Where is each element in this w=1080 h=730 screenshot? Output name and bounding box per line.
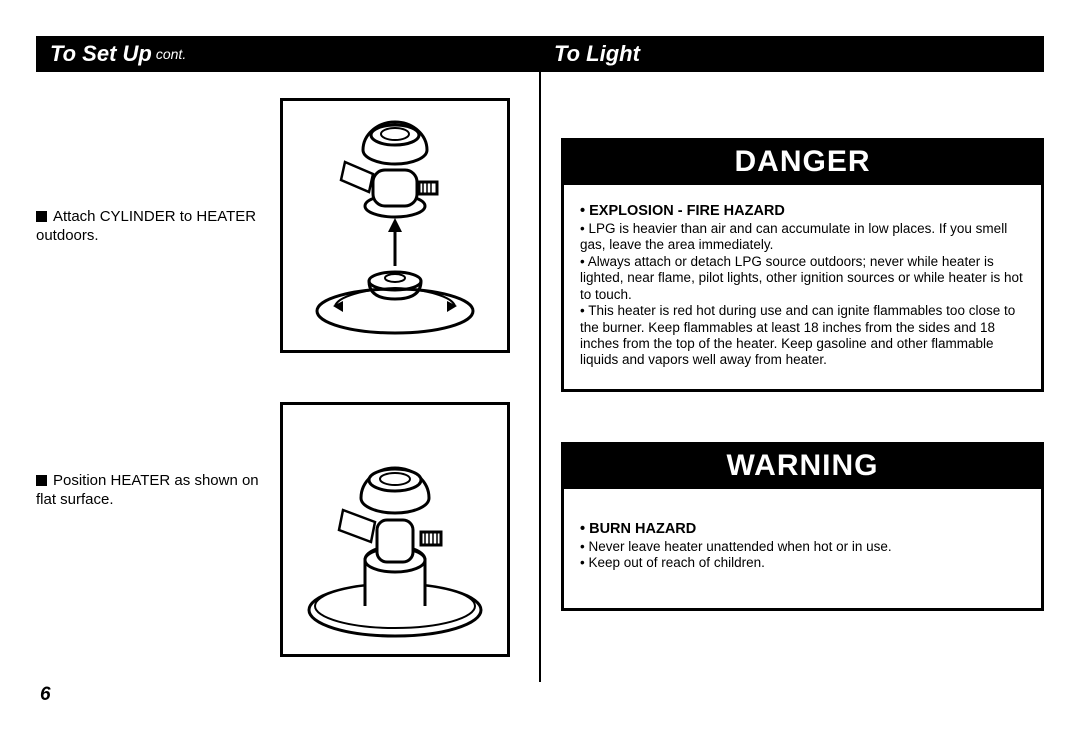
danger-p3: • This heater is red hot during use and … [580,303,1025,369]
warning-body: • BURN HAZARD • Never leave heater unatt… [564,489,1041,608]
header-left: To Set Up cont. [36,36,540,72]
manual-page: To Set Up cont. To Light Attach CYLINDER… [0,0,1080,730]
danger-p2: • Always attach or detach LPG source out… [580,254,1025,303]
warning-box: WARNING • BURN HAZARD • Never leave heat… [561,442,1044,611]
step-1-text: Attach CYLINDER to HEATER outdoors. [36,98,266,246]
heater-attach-icon [295,106,495,346]
header-right-title: To Light [554,41,640,67]
left-column: Attach CYLINDER to HEATER outdoors. [36,72,541,682]
heater-positioned-icon [295,410,495,650]
warning-p1: • Never leave heater unattended when hot… [580,539,1025,555]
bullet-icon [36,211,47,222]
step-2-label: Position HEATER as shown on flat surface… [36,472,259,508]
right-column: DANGER • EXPLOSION - FIRE HAZARD • LPG i… [541,72,1044,682]
danger-header: DANGER [564,141,1041,185]
step-1: Attach CYLINDER to HEATER outdoors. [36,98,519,378]
step-1-label: Attach CYLINDER to HEATER outdoors. [36,208,256,244]
step-2: Position HEATER as shown on flat surface… [36,402,519,682]
page-number: 6 [40,684,51,706]
page-header: To Set Up cont. To Light [36,36,1044,72]
warning-p2: • Keep out of reach of children. [580,555,1025,571]
warning-header: WARNING [564,445,1041,489]
header-left-title: To Set Up [50,41,152,67]
step-2-text: Position HEATER as shown on flat surface… [36,402,266,510]
warning-subtitle: • BURN HAZARD [580,521,1025,539]
danger-body: • EXPLOSION - FIRE HAZARD • LPG is heavi… [564,185,1041,389]
header-left-cont: cont. [156,46,186,62]
bullet-icon [36,475,47,486]
columns: Attach CYLINDER to HEATER outdoors. [36,72,1044,682]
danger-p1: • LPG is heavier than air and can accumu… [580,221,1025,254]
danger-box: DANGER • EXPLOSION - FIRE HAZARD • LPG i… [561,138,1044,392]
header-right: To Light [540,36,1044,72]
danger-subtitle: • EXPLOSION - FIRE HAZARD [580,203,1025,221]
figure-2-position-heater [280,402,510,657]
figure-1-attach-cylinder [280,98,510,353]
